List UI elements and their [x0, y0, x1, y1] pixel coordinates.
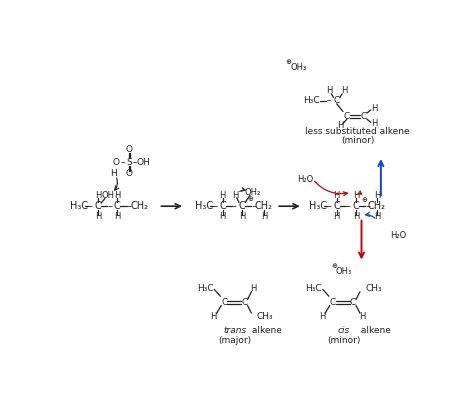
Text: C: C	[334, 96, 340, 105]
Text: –: –	[133, 158, 137, 167]
Text: H: H	[334, 212, 340, 222]
Text: alkene: alkene	[249, 326, 282, 334]
Text: OH: OH	[101, 191, 115, 200]
Text: CH₂: CH₂	[255, 201, 273, 211]
Text: H₂O: H₂O	[297, 175, 313, 184]
Text: –: –	[127, 201, 131, 211]
Text: C: C	[114, 201, 121, 211]
Text: ⊕: ⊕	[331, 262, 337, 268]
Text: H: H	[95, 191, 101, 200]
Text: H: H	[251, 284, 257, 293]
Text: H₃C: H₃C	[305, 284, 322, 293]
Text: H: H	[219, 191, 226, 200]
Text: H: H	[353, 191, 359, 200]
Text: C: C	[219, 201, 226, 211]
Text: –: –	[120, 158, 125, 167]
Text: H: H	[239, 212, 246, 222]
Text: O: O	[112, 158, 119, 167]
Text: (minor): (minor)	[341, 136, 374, 145]
Text: C: C	[221, 298, 228, 307]
Text: H: H	[319, 312, 325, 321]
Text: alkene: alkene	[357, 326, 391, 334]
Text: (major): (major)	[219, 337, 252, 345]
Text: H: H	[341, 86, 347, 95]
Text: H₃C: H₃C	[303, 96, 319, 105]
Text: H: H	[337, 121, 344, 130]
Text: cis: cis	[337, 326, 350, 334]
Text: O: O	[126, 169, 133, 179]
Text: –: –	[365, 201, 370, 211]
Text: C: C	[330, 298, 336, 307]
Text: –: –	[251, 201, 256, 211]
Text: H: H	[110, 168, 117, 178]
Text: –: –	[88, 201, 93, 211]
Text: CH₂: CH₂	[130, 201, 148, 211]
Text: CH₃: CH₃	[257, 312, 273, 321]
Text: (minor): (minor)	[327, 337, 360, 345]
Text: H: H	[374, 191, 380, 200]
Text: OH₂: OH₂	[245, 188, 261, 197]
Text: H: H	[114, 191, 120, 200]
Text: OH₃: OH₃	[336, 267, 352, 276]
Text: H: H	[371, 104, 377, 113]
Text: less substituted alkene: less substituted alkene	[305, 127, 410, 136]
Text: H: H	[232, 191, 238, 200]
Text: O: O	[126, 145, 133, 154]
Text: C: C	[95, 201, 101, 211]
Text: –: –	[346, 201, 351, 211]
Text: H: H	[334, 191, 340, 200]
Text: OH₃: OH₃	[291, 63, 307, 72]
Text: H: H	[371, 119, 377, 128]
Text: H: H	[326, 86, 332, 95]
Text: –: –	[327, 201, 331, 211]
Text: –: –	[232, 201, 237, 211]
Text: H: H	[261, 212, 267, 222]
Text: ⊕: ⊕	[361, 197, 367, 203]
Text: H: H	[95, 212, 101, 222]
Text: H₃C: H₃C	[70, 201, 88, 211]
Text: C: C	[361, 112, 367, 120]
Text: H₃C: H₃C	[197, 284, 213, 293]
Text: –: –	[327, 96, 331, 105]
Text: H: H	[359, 312, 365, 321]
Text: ⊕: ⊕	[285, 59, 291, 65]
Text: H₂O: H₂O	[390, 231, 406, 240]
Text: trans: trans	[224, 326, 247, 334]
Text: H: H	[374, 212, 380, 222]
Text: C: C	[333, 201, 340, 211]
Text: H: H	[353, 212, 359, 222]
Text: H₃C: H₃C	[195, 201, 213, 211]
Text: CH₂: CH₂	[368, 201, 386, 211]
Text: H: H	[210, 312, 217, 321]
Text: C: C	[239, 201, 246, 211]
Text: H₃C: H₃C	[309, 201, 327, 211]
Text: OH: OH	[137, 158, 151, 167]
Text: C: C	[353, 201, 359, 211]
Text: C: C	[241, 298, 247, 307]
Text: C: C	[350, 298, 356, 307]
Text: –: –	[212, 201, 218, 211]
Text: C: C	[344, 112, 350, 120]
Text: –: –	[107, 201, 112, 211]
Text: H: H	[219, 212, 226, 222]
Text: CH₃: CH₃	[365, 284, 382, 293]
Text: S: S	[126, 158, 132, 167]
Text: H: H	[114, 212, 120, 222]
Text: ⊕: ⊕	[247, 195, 253, 202]
